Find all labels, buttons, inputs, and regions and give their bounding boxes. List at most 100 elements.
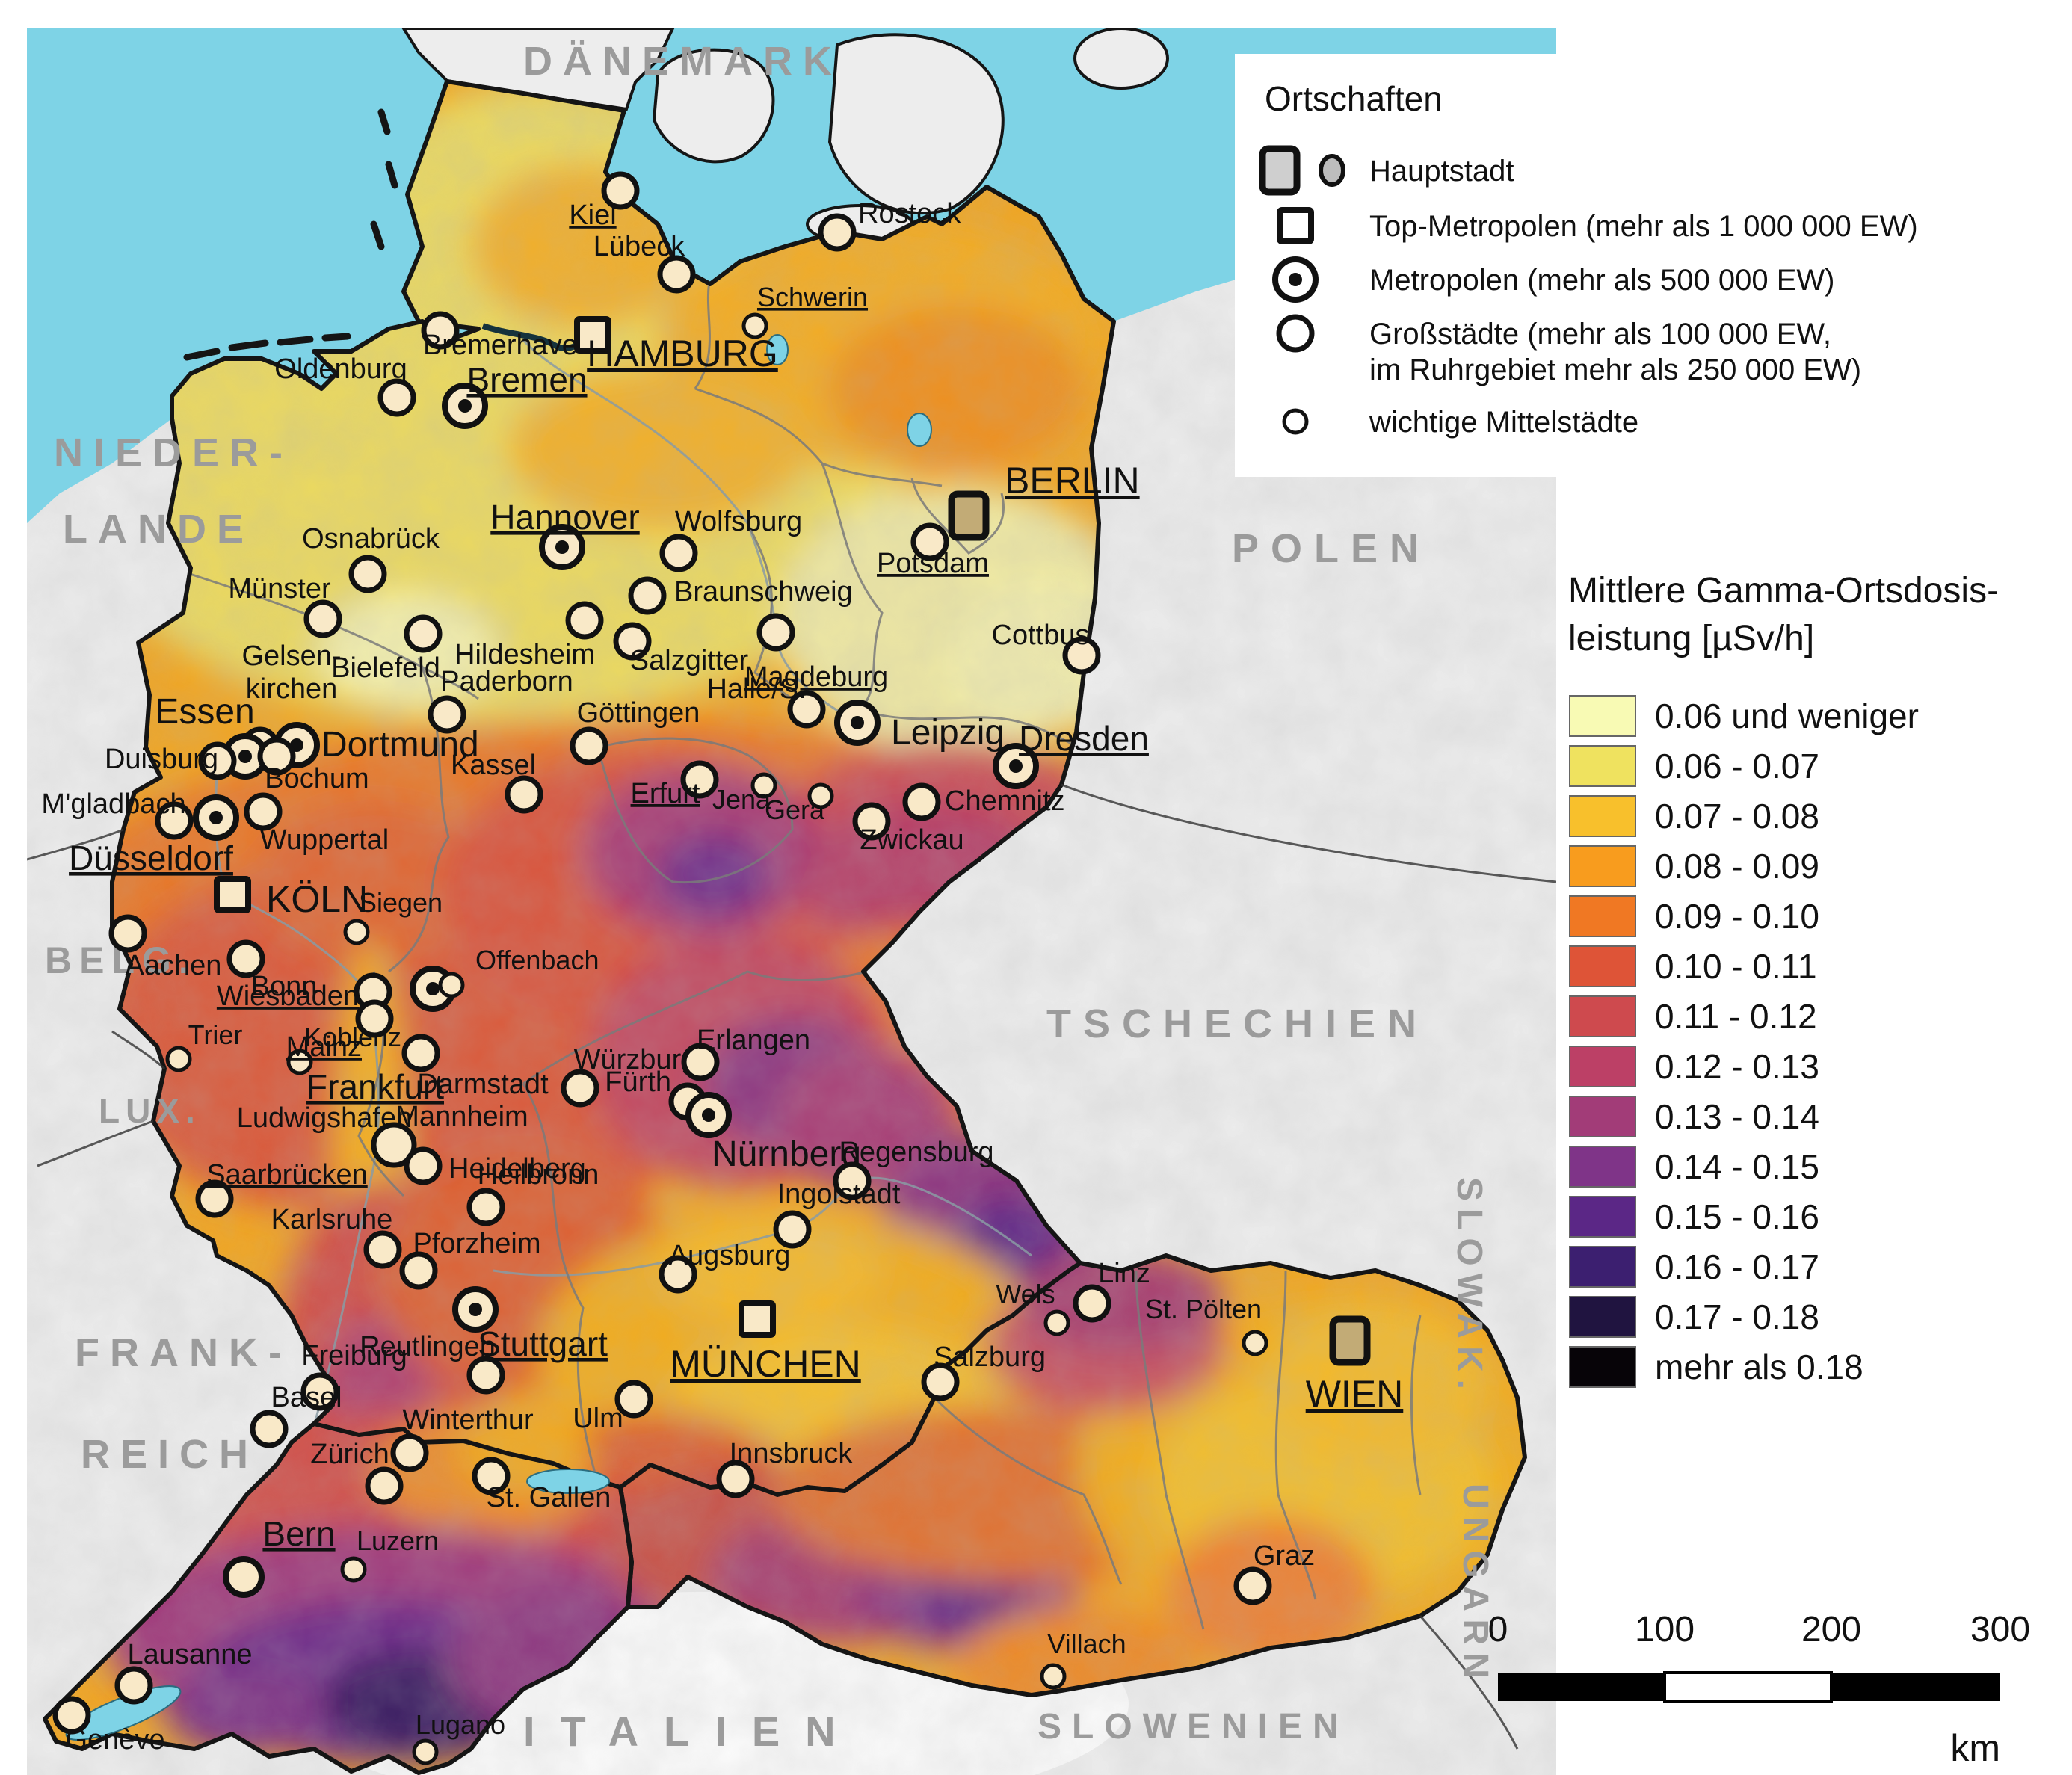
city-label-rostock: Rostock	[858, 198, 961, 229]
city-marker-kiel	[601, 171, 640, 210]
city-label-salzgitter: Salzgitter	[630, 645, 749, 676]
city-label-freiburg: Freiburg	[301, 1340, 407, 1371]
ortschaften-item-label-3: Großstädte (mehr als 100 000 EW,	[1369, 318, 1831, 351]
city-marker-hamburg	[574, 316, 611, 354]
city-marker-wolfsburg	[659, 534, 698, 572]
metropole-icon	[1272, 256, 1319, 303]
city-label-darmstadt: Darmstadt	[417, 1069, 549, 1100]
city-label-bonn: Bonn	[251, 971, 318, 1002]
city-marker-w-rzburg	[561, 1069, 599, 1108]
hauptstadt-square-icon	[1259, 145, 1301, 196]
city-marker-rostock	[818, 213, 857, 252]
city-marker-bonn	[226, 939, 265, 978]
country-label-daenemark: DÄNEMARK	[523, 39, 842, 84]
city-marker-jena	[750, 772, 777, 799]
city-marker-trier	[165, 1046, 192, 1072]
city-marker-offenbach	[438, 972, 465, 998]
city-label-lugano: Lugano	[416, 1709, 505, 1740]
city-label-duisburg: Duisburg	[105, 744, 218, 775]
city-marker-hannover	[539, 524, 585, 570]
city-marker-lugano	[412, 1738, 439, 1765]
country-label-niederlande-2: LANDE	[63, 507, 254, 552]
city-marker-oldenburg	[377, 378, 416, 417]
city-marker-magdeburg	[756, 613, 795, 652]
city-marker-wien	[1329, 1315, 1371, 1366]
city-marker-braunschweig	[628, 576, 667, 615]
city-label-ulm: Ulm	[573, 1403, 623, 1434]
city-label-hannover: Hannover	[490, 498, 639, 537]
city-label-dresden: Dresden	[1019, 719, 1149, 758]
scale-bar-segment-1	[1498, 1673, 1665, 1701]
city-label-erfurt: Erfurt	[631, 778, 700, 809]
city-label-bielefeld: Bielefeld	[331, 652, 440, 684]
country-label-niederlande-1: NIEDER-	[54, 430, 293, 475]
gamma-range-label-9: 0.14 - 0.15	[1655, 1147, 1819, 1186]
city-label-luzern: Luzern	[357, 1525, 439, 1556]
city-label-heidelberg: Heidelberg	[448, 1153, 586, 1185]
city-label-lausanne: Lausanne	[128, 1639, 253, 1670]
gamma-range-label-7: 0.12 - 0.13	[1655, 1047, 1819, 1086]
city-marker-freiburg	[300, 1372, 339, 1411]
city-marker-duisburg	[198, 741, 237, 780]
city-marker-villach	[1040, 1663, 1067, 1690]
gamma-swatch-13	[1569, 1346, 1636, 1388]
city-label-chemnitz: Chemnitz	[945, 785, 1065, 817]
city-marker-salzburg	[921, 1362, 960, 1401]
gamma-swatch-4	[1569, 895, 1636, 937]
country-label-tschechien: TSCHECHIEN	[1046, 1001, 1428, 1046]
gamma-range-label-13: mehr als 0.18	[1655, 1348, 1863, 1386]
city-marker-m-nchen	[739, 1300, 776, 1338]
scale-bar-segment-2	[1663, 1671, 1833, 1703]
city-label-siegen: Siegen	[359, 887, 443, 918]
scale-bar-segment-3	[1831, 1673, 2000, 1701]
ortschaften-item-label-2: Metropolen (mehr als 500 000 EW)	[1369, 264, 1835, 297]
mittelstadt-icon	[1282, 408, 1309, 435]
denmark-land	[401, 28, 1169, 244]
city-label-regensburg: Regensburg	[839, 1137, 993, 1168]
city-label-z-rich: Zürich	[310, 1439, 389, 1470]
gamma-swatch-12	[1569, 1296, 1636, 1338]
gamma-swatch-10	[1569, 1196, 1636, 1238]
city-marker-st-gallen	[472, 1457, 511, 1495]
scale-bar-unit: km	[1950, 1727, 2000, 1769]
city-label-jena: Jena	[712, 784, 771, 815]
country-label-luxemburg: LUX.	[99, 1091, 201, 1130]
gamma-swatch-3	[1569, 845, 1636, 887]
city-label-w-rzburg: Würzburg	[574, 1044, 697, 1075]
city-label-bern: Bern	[262, 1514, 335, 1553]
city-label-dortmund: Dortmund	[321, 725, 479, 765]
city-marker-z-rich	[365, 1466, 404, 1505]
city-marker-wuppertal	[244, 792, 283, 831]
city-label-braunschweig: Braunschweig	[674, 576, 853, 608]
city-label-villach: Villach	[1047, 1629, 1126, 1659]
city-label-reutlingen: Reutlingen	[360, 1331, 496, 1362]
city-marker-m-nster	[303, 599, 342, 638]
city-label-m-nster: Münster	[228, 573, 331, 605]
city-marker-stuttgart	[452, 1286, 499, 1333]
city-label-wien: WIEN	[1306, 1373, 1404, 1415]
city-label-bremen: Bremen	[466, 360, 587, 399]
margin-top	[0, 0, 2072, 28]
city-label-pforzheim: Pforzheim	[413, 1228, 540, 1259]
scale-tick-100: 100	[1635, 1610, 1695, 1649]
scale-tick-0: 0	[1488, 1610, 1508, 1649]
city-label-cottbus: Cottbus	[992, 620, 1090, 651]
city-label-offenbach: Offenbach	[475, 945, 599, 975]
gamma-range-label-3: 0.08 - 0.09	[1655, 847, 1819, 886]
city-marker-dresden	[993, 743, 1039, 789]
city-label-l-beck: Lübeck	[593, 231, 686, 262]
gamma-range-label-6: 0.11 - 0.12	[1655, 997, 1817, 1036]
city-marker-g-ttingen	[570, 726, 608, 765]
gamma-range-label-1: 0.06 - 0.07	[1655, 747, 1819, 785]
city-marker-halle-s	[787, 690, 826, 729]
city-label-paderborn: Paderborn	[440, 666, 573, 697]
scale-tick-200: 200	[1801, 1610, 1861, 1649]
city-label-g-ttingen: Göttingen	[577, 697, 700, 729]
city-label-d-sseldorf: Düsseldorf	[69, 839, 233, 877]
city-label-aachen: Aachen	[126, 950, 222, 981]
ortschaften-legend: Ortschaften Hauptstadt Top-Metropolen (me…	[1235, 54, 2072, 477]
city-label-trier: Trier	[188, 1019, 243, 1050]
city-marker-k-ln	[214, 876, 251, 913]
city-marker-linz	[1073, 1284, 1111, 1323]
